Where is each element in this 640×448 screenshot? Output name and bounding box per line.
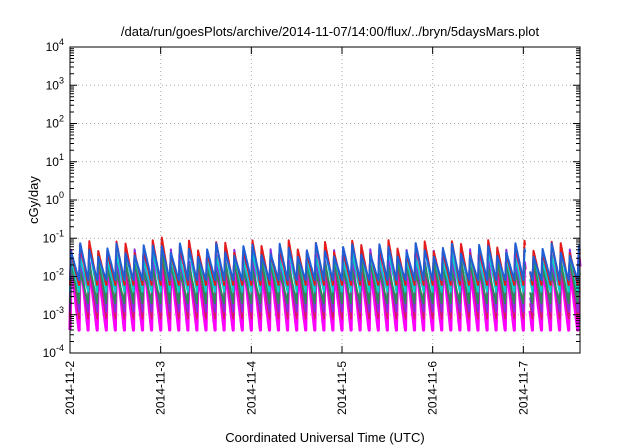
y-tick-label: 100 [46, 190, 64, 207]
y-tick-label: 104 [46, 37, 64, 54]
y-tick-label: 102 [46, 114, 64, 131]
chart-title: /data/run/goesPlots/archive/2014-11-07/1… [121, 24, 540, 39]
ticks [69, 46, 580, 354]
y-tick-label: 103 [46, 75, 64, 92]
y-axis-title: cGy/day [26, 176, 41, 224]
y-tick-labels: 10-4 10-3 10-2 10-1 100 101 102 103 104 [43, 37, 64, 360]
x-tick-label: 2014-11-6 [426, 361, 440, 415]
x-tick-label: 2014-11-7 [516, 361, 530, 415]
y-tick-label: 10-1 [43, 228, 64, 245]
series-line-6 [69, 242, 581, 282]
y-tick-label: 101 [46, 152, 64, 169]
x-axis-title: Coordinated Universal Time (UTC) [225, 430, 424, 445]
y-tick-label: 10-2 [43, 267, 64, 284]
y-tick-label: 10-3 [43, 305, 64, 322]
series-layer [68, 236, 582, 332]
x-tick-label: 2014-11-4 [244, 361, 258, 415]
x-tick-label: 2014-11-2 [63, 361, 77, 415]
y-tick-label: 10-4 [43, 343, 64, 360]
x-tick-labels: 2014-11-2 2014-11-3 2014-11-4 2014-11-5 2014… [63, 361, 530, 415]
x-tick-label: 2014-11-5 [335, 361, 349, 415]
x-tick-label: 2014-11-3 [154, 361, 168, 415]
